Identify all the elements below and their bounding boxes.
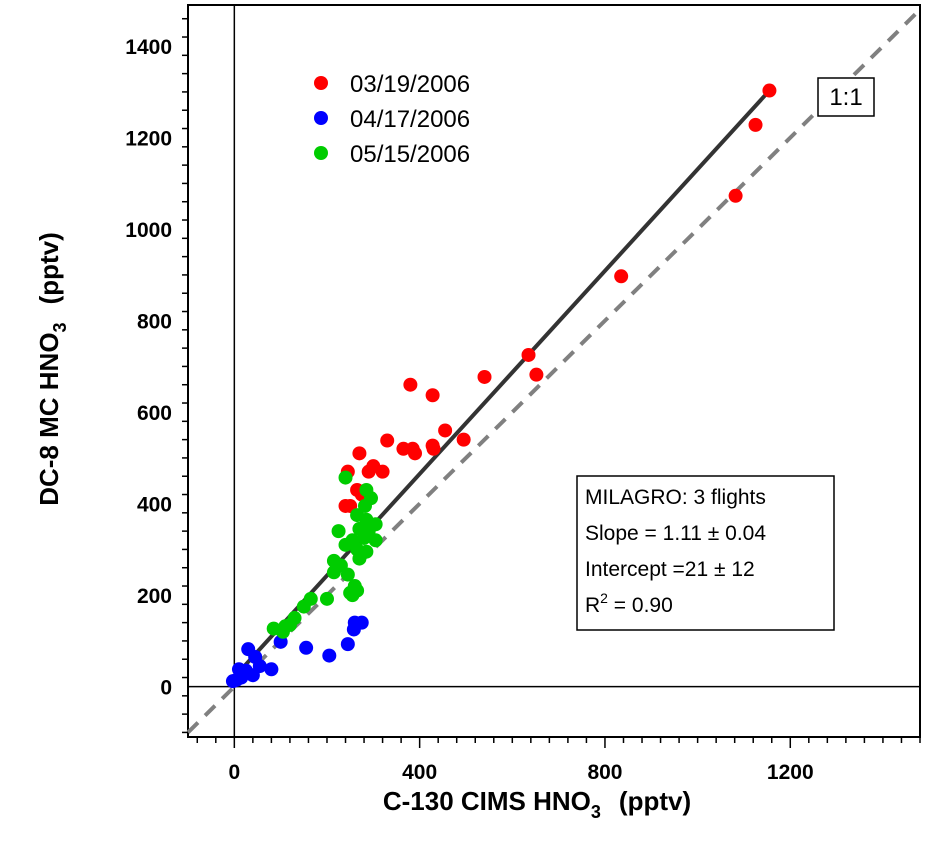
data-point-series-1 xyxy=(425,438,440,453)
data-point-series-3 xyxy=(326,565,341,580)
data-point-series-1 xyxy=(425,388,440,403)
legend-label-2: 04/17/2006 xyxy=(350,106,470,133)
data-point-series-2 xyxy=(322,648,337,663)
data-point-series-1 xyxy=(529,367,544,382)
plot-frame xyxy=(187,4,921,738)
x-tick-label: 1200 xyxy=(767,761,814,784)
stats-line-1: MILAGRO: 3 flights xyxy=(585,486,766,509)
y-tick-label: 400 xyxy=(137,494,172,517)
x-tick-label: 0 xyxy=(228,761,240,784)
legend-marker-2 xyxy=(314,111,328,125)
data-point-series-3 xyxy=(338,470,353,485)
data-point-series-3 xyxy=(278,619,293,634)
data-point-series-1 xyxy=(396,441,411,456)
data-point-series-2 xyxy=(340,637,355,652)
data-point-series-1 xyxy=(521,347,536,362)
y-tick-label: 1400 xyxy=(125,36,172,59)
stats-line-2: Slope = 1.11 ± 0.04 xyxy=(585,522,766,545)
data-point-series-3 xyxy=(357,498,372,513)
one-to-one-line xyxy=(186,8,922,734)
y-tick-label: 600 xyxy=(137,402,172,425)
zero-axis-lines xyxy=(188,5,920,737)
one-to-one-label: 1:1 xyxy=(829,84,862,111)
data-point-series-3 xyxy=(331,524,346,539)
data-point-series-3 xyxy=(340,567,355,582)
data-point-series-1 xyxy=(438,423,453,438)
data-point-series-2 xyxy=(264,662,279,677)
legend-marker-3 xyxy=(314,146,328,160)
data-point-series-1 xyxy=(380,433,395,448)
legend-label-3: 05/15/2006 xyxy=(350,141,470,168)
legend: 03/19/2006 04/17/2006 05/15/2006 xyxy=(314,71,470,168)
fit-line xyxy=(232,89,771,679)
stats-box: MILAGRO: 3 flights Slope = 1.11 ± 0.04 I… xyxy=(576,475,835,631)
data-point-series-1 xyxy=(762,83,777,98)
data-point-series-2 xyxy=(346,622,361,637)
data-point-series-3 xyxy=(296,599,311,614)
data-point-series-1 xyxy=(352,446,367,461)
stats-line-4: R2 = 0.90 xyxy=(585,590,673,617)
axis-ticks xyxy=(182,17,921,748)
x-tick-label: 800 xyxy=(587,761,622,784)
tick-labels: 0 400 800 1200 0 200 400 600 800 1000 1200 1400 xyxy=(125,36,813,784)
data-point-series-3 xyxy=(319,591,334,606)
data-point-series-1 xyxy=(614,269,629,284)
reference-lines xyxy=(186,8,922,734)
data-points xyxy=(225,83,777,689)
stats-line-3: Intercept =21 ± 12 xyxy=(585,558,755,581)
data-point-series-3 xyxy=(368,533,383,548)
data-point-series-1 xyxy=(477,369,492,384)
x-axis-title: C-130 CIMS HNO3 (pptv) xyxy=(383,786,691,822)
y-tick-label: 1200 xyxy=(125,128,172,151)
data-point-series-1 xyxy=(728,188,743,203)
data-point-series-2 xyxy=(299,640,314,655)
y-tick-label: 200 xyxy=(137,585,172,608)
data-point-series-3 xyxy=(343,585,358,600)
data-point-series-3 xyxy=(357,530,372,545)
y-tick-label: 0 xyxy=(160,677,172,700)
data-point-series-2 xyxy=(241,642,256,657)
legend-marker-1 xyxy=(314,76,328,90)
legend-label-1: 03/19/2006 xyxy=(350,71,470,98)
x-tick-label: 400 xyxy=(402,761,437,784)
data-point-series-3 xyxy=(338,537,353,552)
data-point-series-1 xyxy=(748,117,763,132)
data-point-series-1 xyxy=(361,464,376,479)
data-point-series-1 xyxy=(338,498,353,513)
data-point-series-2 xyxy=(225,674,240,689)
data-point-series-1 xyxy=(456,432,471,447)
y-tick-label: 800 xyxy=(137,311,172,334)
y-tick-label: 1000 xyxy=(125,219,172,242)
y-axis-title: DC-8 MC HNO3(pptv) xyxy=(34,232,70,506)
data-point-series-1 xyxy=(403,377,418,392)
data-point-series-2 xyxy=(245,668,260,683)
data-point-series-3 xyxy=(352,551,367,566)
one-to-one-label-box: 1:1 xyxy=(817,77,875,117)
